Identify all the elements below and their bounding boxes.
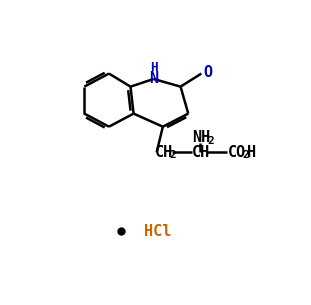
Text: H: H (247, 145, 256, 160)
Text: O: O (203, 65, 212, 80)
Text: N: N (149, 71, 158, 86)
Text: CH: CH (192, 145, 210, 160)
Text: NH: NH (192, 130, 210, 145)
Text: CO: CO (228, 145, 247, 160)
Text: CH: CH (155, 145, 174, 160)
Text: H: H (150, 61, 157, 74)
Text: HCl: HCl (144, 224, 171, 239)
Text: 2: 2 (169, 150, 176, 160)
Text: 2: 2 (207, 135, 214, 145)
Text: 2: 2 (242, 150, 249, 160)
